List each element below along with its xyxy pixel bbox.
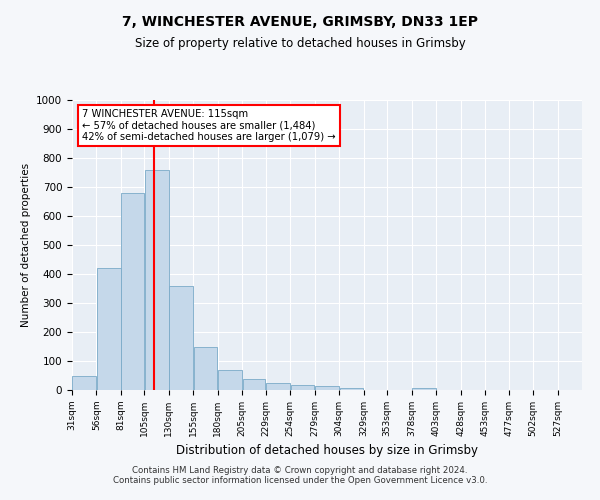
Text: Size of property relative to detached houses in Grimsby: Size of property relative to detached ho… — [134, 38, 466, 51]
Bar — [169, 286, 193, 390]
Bar — [97, 268, 121, 390]
Text: 7, WINCHESTER AVENUE, GRIMSBY, DN33 1EP: 7, WINCHESTER AVENUE, GRIMSBY, DN33 1EP — [122, 15, 478, 29]
Bar — [121, 193, 144, 390]
X-axis label: Distribution of detached houses by size in Grimsby: Distribution of detached houses by size … — [176, 444, 478, 458]
Bar — [145, 170, 169, 390]
Text: 7 WINCHESTER AVENUE: 115sqm
← 57% of detached houses are smaller (1,484)
42% of : 7 WINCHESTER AVENUE: 115sqm ← 57% of det… — [82, 108, 336, 142]
Bar — [340, 388, 364, 390]
Bar — [315, 386, 339, 390]
Text: Contains HM Land Registry data © Crown copyright and database right 2024.
Contai: Contains HM Land Registry data © Crown c… — [113, 466, 487, 485]
Y-axis label: Number of detached properties: Number of detached properties — [20, 163, 31, 327]
Bar — [266, 383, 290, 390]
Bar — [194, 346, 217, 390]
Bar — [218, 370, 242, 390]
Bar — [290, 385, 314, 390]
Bar — [242, 379, 265, 390]
Bar — [73, 376, 96, 390]
Bar — [412, 388, 436, 390]
